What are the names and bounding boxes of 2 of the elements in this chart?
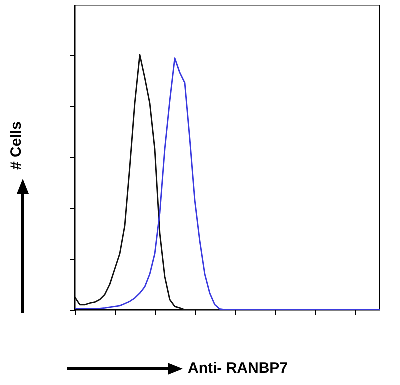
- x-axis-title: Anti- RANBP7: [188, 360, 288, 377]
- y-axis-title: # Cells: [8, 122, 25, 170]
